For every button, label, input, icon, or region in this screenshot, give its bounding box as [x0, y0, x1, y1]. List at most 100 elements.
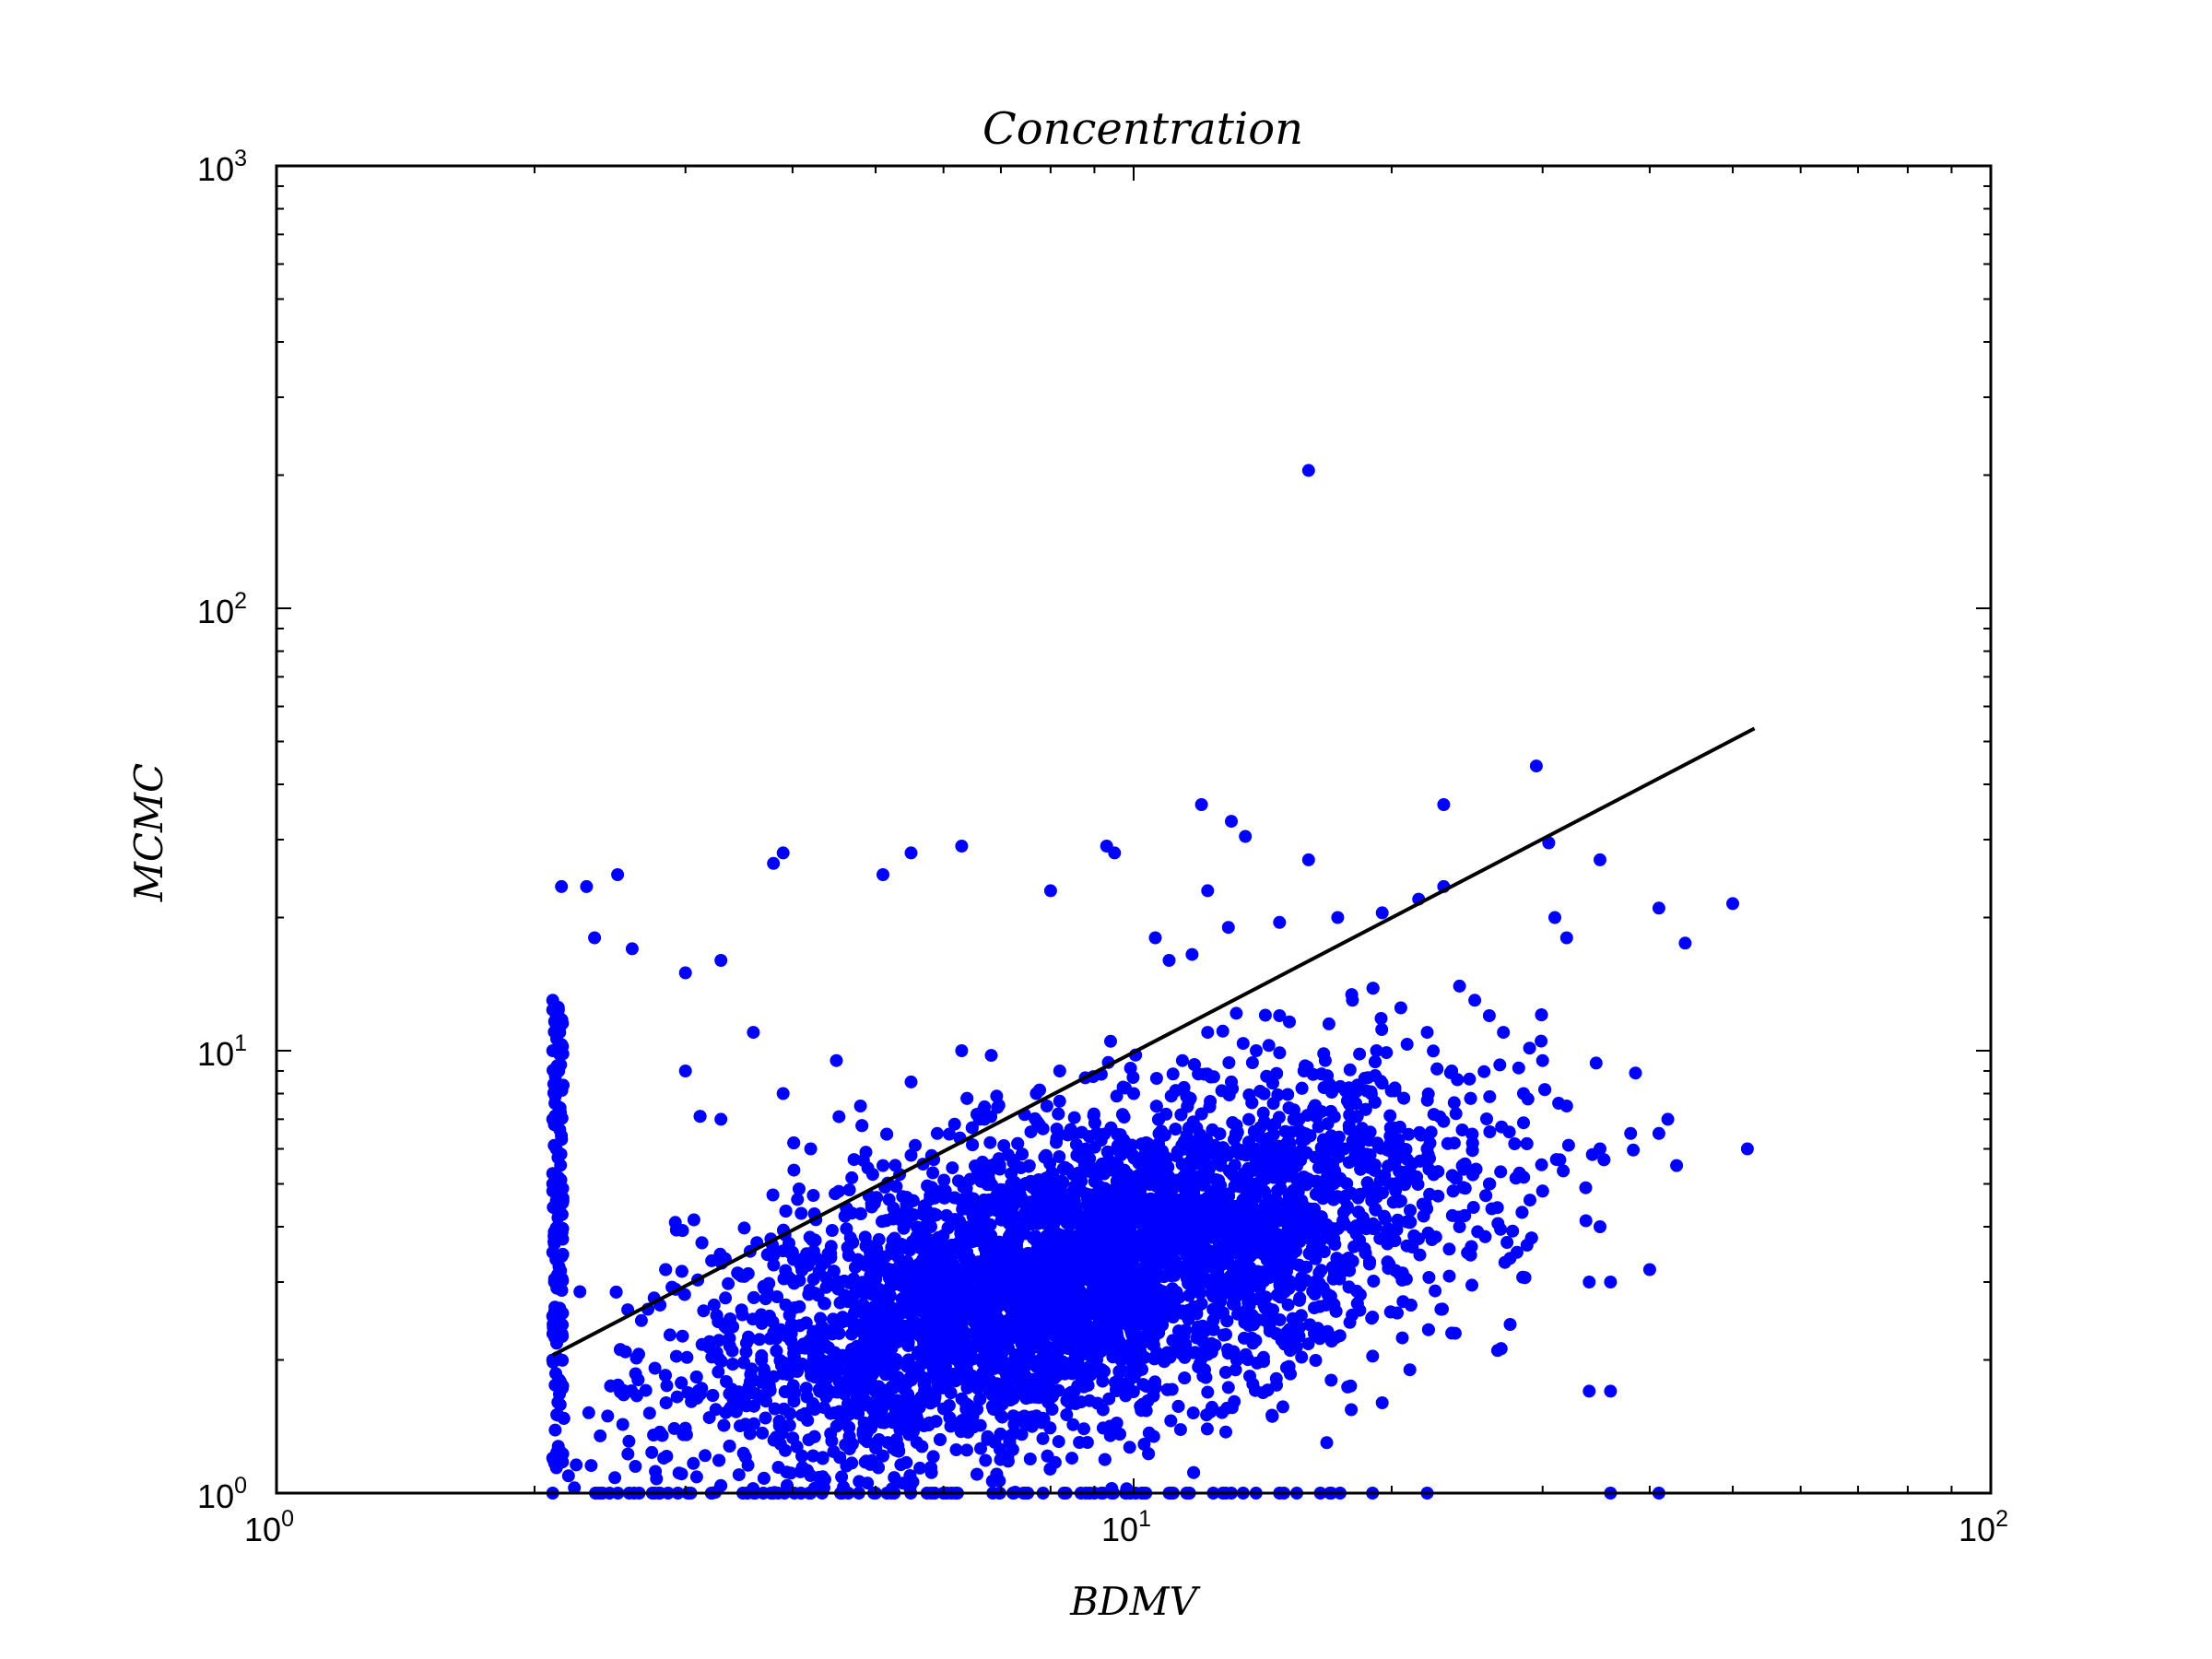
scatter-point — [1124, 1062, 1137, 1075]
scatter-point — [1583, 1276, 1596, 1288]
scatter-point — [960, 1443, 973, 1457]
scatter-point — [1222, 1056, 1236, 1069]
scatter-point — [893, 1208, 907, 1222]
scatter-point — [1258, 1313, 1272, 1327]
scatter-point — [866, 1287, 880, 1300]
scatter-point — [1561, 1138, 1575, 1152]
scatter-point — [961, 1283, 975, 1297]
scatter-point — [1104, 1034, 1117, 1048]
scatter-point — [1024, 1125, 1038, 1139]
scatter-point — [1589, 1056, 1603, 1070]
scatter-point — [1201, 1026, 1215, 1040]
scatter-point — [857, 1416, 871, 1430]
scatter-point — [1112, 1334, 1125, 1347]
scatter-point — [758, 1281, 771, 1295]
scatter-point — [1433, 1110, 1447, 1124]
scatter-point — [901, 1339, 915, 1353]
scatter-point — [1465, 1278, 1478, 1292]
scatter-point — [1523, 1041, 1536, 1055]
scatter-point — [904, 1075, 918, 1088]
scatter-point — [883, 1281, 897, 1295]
scatter-point — [1221, 1381, 1235, 1394]
scatter-point — [1292, 1258, 1306, 1272]
scatter-point — [1112, 1428, 1126, 1441]
scatter-point — [856, 1154, 870, 1167]
scatter-point — [904, 846, 918, 860]
scatter-point — [1594, 1220, 1606, 1233]
scatter-point — [1314, 1264, 1328, 1277]
scatter-point — [1041, 1449, 1054, 1463]
scatter-point — [1006, 1156, 1020, 1170]
scatter-point — [895, 1306, 908, 1320]
scatter-point — [1053, 1150, 1066, 1163]
scatter-point — [1194, 798, 1208, 811]
scatter-point — [861, 1477, 875, 1490]
scatter-point — [1200, 1408, 1214, 1422]
scatter-point — [611, 868, 625, 881]
scatter-point — [1290, 1200, 1304, 1214]
scatter-point — [1380, 1046, 1394, 1060]
scatter-point — [746, 1312, 759, 1326]
scatter-point — [1343, 1315, 1357, 1329]
scatter-point — [1265, 1409, 1279, 1423]
scatter-point — [879, 1214, 893, 1228]
scatter-point — [1394, 1001, 1407, 1015]
scatter-point — [1329, 1304, 1343, 1318]
scatter-point — [1192, 1213, 1206, 1227]
scatter-point — [1342, 1280, 1356, 1294]
scatter-point — [1542, 836, 1556, 850]
scatter-point — [1548, 911, 1561, 924]
scatter-point — [712, 1453, 726, 1467]
scatter-point — [1422, 1162, 1436, 1176]
scatter-point — [1503, 1318, 1517, 1331]
scatter-point — [1124, 1199, 1137, 1213]
scatter-point — [1045, 1390, 1059, 1404]
scatter-point — [1050, 1123, 1064, 1135]
scatter-point — [1194, 1297, 1208, 1311]
scatter-point — [1170, 1286, 1183, 1299]
scatter-point — [816, 1321, 830, 1335]
scatter-point — [669, 1349, 683, 1363]
scatter-point — [779, 1205, 793, 1218]
scatter-point — [1497, 1026, 1511, 1040]
scatter-point — [804, 1142, 818, 1156]
scatter-point — [1091, 1218, 1105, 1231]
scatter-point — [580, 879, 594, 893]
scatter-point — [787, 1253, 801, 1266]
scatter-point — [1594, 853, 1606, 866]
scatter-point — [1072, 1284, 1086, 1297]
scatter-point — [732, 1267, 746, 1281]
scatter-point — [714, 1478, 728, 1492]
scatter-point — [1464, 1091, 1477, 1105]
scatter-point — [1018, 1409, 1031, 1423]
scatter-point — [1039, 1148, 1053, 1162]
scatter-point — [767, 1325, 781, 1339]
scatter-point — [639, 1383, 653, 1397]
scatter-point — [1423, 1136, 1437, 1150]
scatter-point — [903, 1469, 917, 1483]
scatter-point — [1400, 1038, 1414, 1051]
scatter-point — [1310, 1110, 1324, 1124]
scatter-point — [723, 1332, 736, 1345]
scatter-point — [1400, 1239, 1414, 1253]
scatter-point — [747, 1417, 760, 1430]
scatter-point — [1110, 1382, 1124, 1396]
scatter-point — [1437, 798, 1451, 811]
scatter-point — [773, 1437, 787, 1451]
scatter-point — [1040, 1171, 1053, 1185]
scatter-point — [658, 1369, 672, 1382]
scatter-point — [1178, 1371, 1192, 1385]
scatter-point — [1242, 1135, 1255, 1149]
scatter-point — [1449, 1107, 1463, 1121]
scatter-point — [786, 1431, 800, 1445]
scatter-point — [1094, 1134, 1108, 1147]
scatter-point — [1102, 1219, 1116, 1233]
scatter-point — [771, 1290, 784, 1303]
scatter-point — [1135, 1279, 1149, 1293]
scatter-point — [978, 1288, 992, 1301]
scatter-point — [712, 1365, 725, 1379]
scatter-point — [1500, 1236, 1514, 1249]
scatter-point — [617, 1388, 630, 1402]
scatter-point — [1266, 1171, 1280, 1184]
scatter-point — [1627, 1143, 1641, 1157]
